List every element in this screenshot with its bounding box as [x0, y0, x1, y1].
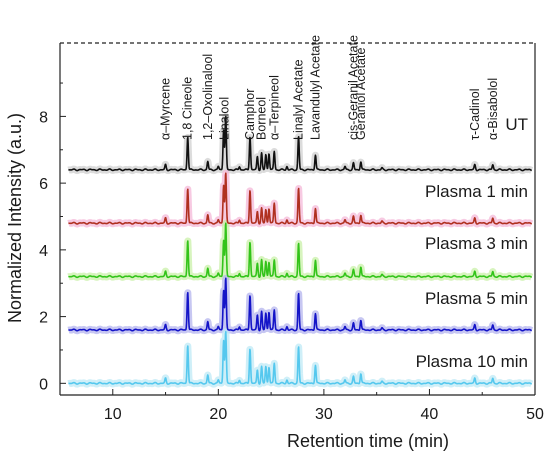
series-line-plasma-10-min [67, 330, 533, 385]
plot-frame [59, 42, 536, 396]
y-tick-label-6: 6 [39, 176, 48, 193]
series-label-plasma-1-min: Plasma 1 min [425, 182, 528, 201]
peak-annotation-3: Linalool [218, 97, 232, 140]
series-label-plasma-10-min: Plasma 10 min [416, 352, 528, 371]
peak-annotation-9: cis-Geranil Acetate [346, 35, 360, 140]
series-label-plasma-5-min: Plasma 5 min [425, 289, 528, 308]
peak-annotation-7: Linalyl Acetate [292, 59, 306, 140]
axes: 10 20 30 40 50 0 2 4 6 8 [39, 82, 544, 423]
peak-annotation-4: Camphor [243, 89, 257, 140]
x-tick-label-10: 10 [104, 406, 122, 423]
series-line-plasma-5-min [67, 277, 533, 332]
y-axis-title: Normalized Intensity (a.u.) [5, 113, 25, 323]
x-axis-title: Retention time (min) [287, 431, 449, 451]
series-labels: UT Plasma 1 min Plasma 3 min Plasma 5 min Pl… [416, 115, 528, 371]
x-tick-label-30: 30 [315, 406, 333, 423]
series-line-ut [67, 115, 533, 172]
series-line-plasma-1-min [67, 172, 533, 225]
peak-annotation-6: α–Terpineol [267, 75, 281, 140]
peak-annotation-11: τ-Cadinol [468, 89, 482, 141]
x-tick-label-40: 40 [421, 406, 439, 423]
series-label-ut: UT [505, 115, 528, 134]
peak-annotation-2: 1,2–Oxolinalool [201, 54, 215, 140]
series-line-plasma-3-min [67, 222, 533, 279]
y-tick-label-0: 0 [39, 376, 48, 393]
y-tick-label-2: 2 [39, 310, 48, 327]
peak-annotation-5: Borneol [255, 97, 269, 140]
x-tick-label-50: 50 [526, 406, 544, 423]
peak-annotation-10: Geraniol Acetate [354, 48, 368, 140]
y-tick-label-4: 4 [39, 243, 48, 260]
peak-annotation-8: Lavandulyl Acetate [308, 35, 322, 140]
series-label-plasma-3-min: Plasma 3 min [425, 234, 528, 253]
peak-annotation-12: α-Bisabolol [486, 78, 500, 140]
peak-annotations: α–Myrcene 1,8 Cineole 1,2–Oxolinalool Linal… [159, 35, 500, 140]
peak-annotation-0: α–Myrcene [159, 78, 173, 140]
y-tick-label-8: 8 [39, 109, 48, 126]
series-lines [67, 115, 533, 385]
peak-annotation-1: 1,8 Cineole [181, 77, 195, 140]
x-tick-label-20: 20 [209, 406, 227, 423]
